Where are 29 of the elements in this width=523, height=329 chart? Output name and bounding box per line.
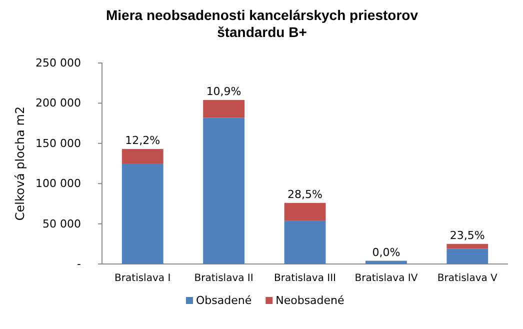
annotation: 12,2% bbox=[125, 134, 160, 148]
annotation: 28,5% bbox=[288, 188, 322, 201]
bar bbox=[203, 100, 245, 118]
bar bbox=[203, 118, 245, 264]
annotation: 0,0% bbox=[372, 246, 400, 259]
y-tick-label: 100 000 bbox=[36, 177, 81, 190]
legend-label: Obsadené bbox=[196, 294, 252, 307]
y-tick-label: - bbox=[77, 258, 82, 271]
bar bbox=[122, 164, 164, 264]
y-tick-label: 50 000 bbox=[42, 217, 81, 230]
y-tick-label: 250 000 bbox=[36, 56, 81, 70]
bar bbox=[284, 220, 326, 264]
legend-label: Neobsadené bbox=[276, 294, 345, 307]
chart-title: Miera neobsadenosti kancelárskych priestorov štandardu B+ bbox=[106, 7, 418, 40]
x-tick-label: Bratislava V bbox=[437, 273, 498, 284]
bar bbox=[122, 149, 164, 164]
x-tick-label: Bratislava II bbox=[194, 273, 254, 284]
y-tick-label: 200 000 bbox=[36, 96, 81, 110]
x-tick-label: Bratislava III bbox=[274, 273, 336, 284]
y-axis-title: Celková plocha m2 bbox=[13, 106, 27, 221]
bar bbox=[446, 248, 488, 264]
bar bbox=[446, 244, 488, 249]
bar bbox=[284, 202, 326, 221]
x-tick-label: Bratislava IV bbox=[354, 273, 418, 284]
y-tick-label: 150 000 bbox=[36, 136, 81, 150]
bar bbox=[365, 260, 407, 264]
annotation: 10,9% bbox=[206, 84, 242, 98]
x-tick-label: Bratislava I bbox=[114, 273, 171, 284]
annotation: 23,5% bbox=[450, 228, 485, 242]
